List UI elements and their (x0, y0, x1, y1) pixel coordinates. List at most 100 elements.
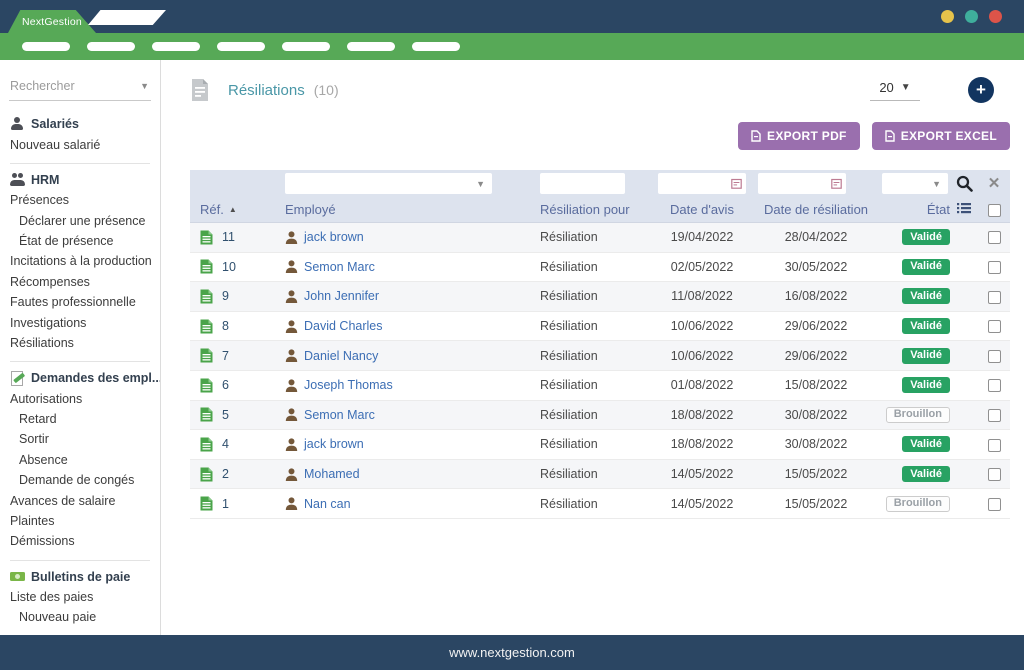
employee-link[interactable]: David Charles (304, 319, 383, 334)
row-checkbox[interactable] (987, 408, 1001, 422)
sidebar-item[interactable]: Nouveau paie (0, 607, 160, 627)
column-header-termination-date[interactable]: Date de résiliation (763, 202, 869, 217)
row-checkbox[interactable] (987, 349, 1001, 363)
person-icon (285, 438, 298, 451)
sidebar-item-label: Avances de salaire (10, 493, 116, 508)
sidebar-item[interactable]: Salariés (0, 114, 160, 134)
notice-date-filter-input[interactable] (658, 173, 746, 194)
termination-date-filter-input[interactable] (758, 173, 846, 194)
sidebar-item[interactable]: Absence (0, 450, 160, 470)
add-button[interactable]: + (968, 77, 994, 103)
sidebar-item[interactable]: Sortir (0, 429, 160, 449)
sidebar-item[interactable] (10, 162, 150, 164)
sidebar-item-label: Salariés (31, 117, 79, 132)
maximize-dot-icon[interactable] (965, 10, 978, 23)
row-checkbox[interactable] (987, 497, 1001, 511)
row-checkbox[interactable] (987, 468, 1001, 482)
calendar-icon[interactable] (731, 178, 742, 189)
state-filter-select[interactable]: ▼ (882, 173, 948, 194)
calendar-icon[interactable] (831, 178, 842, 189)
row-checkbox[interactable] (987, 290, 1001, 304)
employee-link[interactable]: Joseph Thomas (304, 378, 393, 393)
person-icon (285, 497, 298, 511)
status-badge: Validé (902, 318, 950, 335)
nav-pill[interactable] (217, 42, 265, 51)
employee-filter-select[interactable]: ▼ (285, 173, 492, 194)
sidebar-item[interactable]: Demande de congés (0, 470, 160, 490)
row-checkbox[interactable] (987, 438, 1001, 452)
sidebar-item[interactable]: Investigations (0, 312, 160, 332)
sidebar-item[interactable]: Présences (0, 190, 160, 210)
page-size-select[interactable]: 20 ▼ (870, 80, 920, 101)
table-row: 5 Semon Marc Résiliation 18/08/2022 30/0… (190, 400, 1010, 431)
row-checkbox[interactable] (987, 260, 1001, 274)
sidebar-item[interactable]: Fautes professionnelle (0, 292, 160, 312)
row-termination-date: 15/08/2022 (784, 378, 848, 393)
record-count: (10) (313, 82, 339, 98)
sidebar-item[interactable]: Liste des paies (0, 587, 160, 607)
nav-pill[interactable] (347, 42, 395, 51)
search-placeholder: Rechercher (10, 79, 75, 93)
search-icon[interactable] (956, 175, 973, 192)
sidebar-item[interactable]: Avances de salaire (0, 490, 160, 510)
employee-link[interactable]: Nan can (304, 496, 351, 511)
nav-pill[interactable] (412, 42, 460, 51)
row-ref: 10 (222, 259, 236, 274)
sidebar-item[interactable]: Déclarer une présence (0, 211, 160, 231)
sidebar-item[interactable]: Résiliations (0, 333, 160, 353)
sidebar-item[interactable]: Nouveau salarié (0, 134, 160, 154)
sidebar-item[interactable]: Récompenses (0, 272, 160, 292)
nav-pill[interactable] (282, 42, 330, 51)
column-header-ref[interactable]: Réf. ▲ (190, 202, 278, 217)
export-pdf-button[interactable]: EXPORT PDF (738, 122, 860, 150)
clear-filters-icon[interactable]: ✕ (987, 175, 1001, 192)
sidebar-item[interactable] (10, 559, 150, 561)
row-checkbox[interactable] (987, 231, 1001, 245)
pdf-file-icon (751, 130, 761, 142)
row-termination-date: 15/05/2022 (784, 467, 848, 482)
sidebar-item-label: Déclarer une présence (19, 213, 146, 228)
column-header-notice-date[interactable]: Date d'avis (670, 202, 734, 217)
sidebar-item[interactable]: Demandes des empl... (0, 368, 160, 388)
column-header-reason[interactable]: Résiliation pour (540, 202, 630, 217)
table-body: 11 jack brown Résiliation 19/04/2022 28/… (190, 223, 1010, 519)
row-reason: Résiliation (540, 289, 598, 304)
row-reason: Résiliation (540, 319, 598, 334)
employee-link[interactable]: Semon Marc (304, 259, 375, 274)
employee-link[interactable]: jack brown (304, 437, 364, 452)
sidebar-item[interactable] (10, 361, 150, 363)
column-header-state[interactable]: État (926, 202, 950, 217)
employee-link[interactable]: jack brown (304, 230, 364, 245)
sidebar-item-label: Démissions (10, 534, 75, 549)
sidebar-item[interactable]: Plaintes (0, 511, 160, 531)
row-checkbox[interactable] (987, 320, 1001, 334)
column-header-employee[interactable]: Employé (285, 202, 336, 217)
select-all-checkbox[interactable] (987, 204, 1001, 218)
sidebar-item[interactable]: Retard (0, 409, 160, 429)
nav-pill[interactable] (87, 42, 135, 51)
search-input[interactable]: Rechercher ▼ (9, 77, 151, 101)
nav-pill[interactable] (22, 42, 70, 51)
sidebar-item-label: Retard (19, 412, 57, 427)
sidebar-item[interactable]: HRM (0, 170, 160, 190)
status-badge: Validé (902, 258, 950, 275)
row-reason: Résiliation (540, 348, 598, 363)
sidebar-item[interactable]: Incitations à la production (0, 251, 160, 271)
reason-filter-input[interactable] (540, 173, 625, 194)
nav-pill[interactable] (152, 42, 200, 51)
employee-link[interactable]: Daniel Nancy (304, 348, 379, 363)
employee-link[interactable]: Semon Marc (304, 407, 375, 422)
employee-link[interactable]: John Jennifer (304, 289, 380, 304)
employee-link[interactable]: Mohamed (304, 467, 360, 482)
sidebar-item[interactable]: Démissions (0, 531, 160, 551)
list-view-icon[interactable] (957, 202, 971, 214)
sidebar-item-label: Demandes des empl... (31, 371, 160, 386)
row-checkbox[interactable] (987, 379, 1001, 393)
sidebar-item[interactable]: Bulletins de paie (0, 567, 160, 587)
sidebar-item[interactable]: Autorisations (0, 389, 160, 409)
minimize-dot-icon[interactable] (941, 10, 954, 23)
export-excel-button[interactable]: EXPORT EXCEL (871, 122, 1010, 150)
close-dot-icon[interactable] (989, 10, 1002, 23)
sidebar-item-label: Fautes professionnelle (10, 295, 136, 310)
sidebar-item[interactable]: État de présence (0, 231, 160, 251)
